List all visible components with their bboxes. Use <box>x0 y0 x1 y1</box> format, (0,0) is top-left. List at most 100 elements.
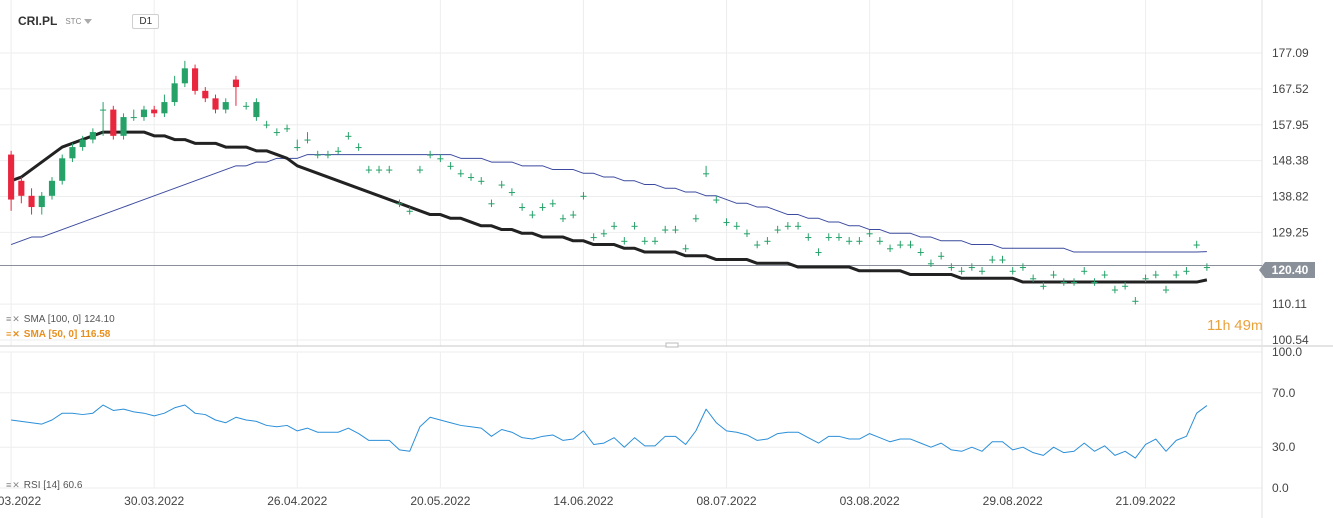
candle-body[interactable] <box>427 154 434 156</box>
candle-body[interactable] <box>192 68 199 91</box>
candle-body[interactable] <box>897 244 904 246</box>
candle-body[interactable] <box>140 109 148 118</box>
candle-body[interactable] <box>927 263 935 265</box>
candle-body[interactable] <box>324 154 332 156</box>
candle-body[interactable] <box>948 267 955 269</box>
candle-body[interactable] <box>917 252 924 254</box>
candle-body[interactable] <box>743 233 751 235</box>
candle-body[interactable] <box>314 154 321 156</box>
candle-body[interactable] <box>1030 278 1037 280</box>
candle-body[interactable] <box>447 165 454 167</box>
candle-body[interactable] <box>876 240 883 242</box>
candle-body[interactable] <box>365 169 372 171</box>
candle-body[interactable] <box>692 218 699 220</box>
candle-body[interactable] <box>406 210 413 212</box>
settings-icon[interactable]: ≡✕ <box>6 329 21 339</box>
candle-body[interactable] <box>958 270 965 272</box>
candle-body[interactable] <box>508 192 515 194</box>
candle-body[interactable] <box>529 214 536 216</box>
candle-body[interactable] <box>110 109 117 136</box>
candle-body[interactable] <box>835 237 843 239</box>
candle-body[interactable] <box>1162 289 1170 291</box>
candle-body[interactable] <box>815 252 822 254</box>
candle-body[interactable] <box>38 195 45 208</box>
candle-body[interactable] <box>713 199 720 201</box>
candle-body[interactable] <box>651 240 659 242</box>
candle-body[interactable] <box>28 195 35 208</box>
candle-body[interactable] <box>375 169 383 171</box>
candle-body[interactable] <box>846 240 853 242</box>
candle-body[interactable] <box>1019 267 1026 269</box>
candle-body[interactable] <box>171 83 178 103</box>
candle-body[interactable] <box>151 109 158 114</box>
candle-body[interactable] <box>222 102 229 110</box>
candle-body[interactable] <box>120 117 127 136</box>
candle-body[interactable] <box>48 180 56 196</box>
candle-body[interactable] <box>559 218 567 220</box>
candle-body[interactable] <box>69 147 76 159</box>
candle-body[interactable] <box>723 222 730 224</box>
settings-icon[interactable]: ≡✕ <box>6 314 21 324</box>
timeframe-button[interactable]: D1 <box>132 13 160 29</box>
candle-body[interactable] <box>621 240 628 242</box>
candle-body[interactable] <box>938 255 945 257</box>
candle-body[interactable] <box>1122 285 1129 287</box>
candle-body[interactable] <box>539 207 546 209</box>
candle-body[interactable] <box>59 158 66 181</box>
candle-body[interactable] <box>754 244 761 246</box>
candle-body[interactable] <box>498 184 505 186</box>
panel-resize-handle[interactable] <box>665 342 679 348</box>
candle-body[interactable] <box>202 90 209 99</box>
candle-body[interactable] <box>1193 244 1200 246</box>
candle-body[interactable] <box>1091 282 1098 284</box>
candle-body[interactable] <box>100 109 107 111</box>
candle-body[interactable] <box>641 240 648 242</box>
legend-rsi[interactable]: ≡✕ RSI [14] 60.6 <box>6 480 82 491</box>
candle-body[interactable] <box>79 139 86 148</box>
candle-body[interactable] <box>989 259 996 261</box>
candle-body[interactable] <box>355 147 362 149</box>
candle-body[interactable] <box>1050 274 1057 276</box>
candle-body[interactable] <box>416 169 423 171</box>
candle-body[interactable] <box>243 105 250 107</box>
candle-body[interactable] <box>672 229 679 231</box>
candle-body[interactable] <box>212 98 219 110</box>
candle-body[interactable] <box>488 203 495 205</box>
candle-body[interactable] <box>89 132 96 140</box>
candle-body[interactable] <box>263 124 270 126</box>
candle-body[interactable] <box>1203 267 1210 269</box>
candle-body[interactable] <box>232 79 240 88</box>
settings-icon[interactable]: ≡✕ <box>6 480 21 490</box>
candle-body[interactable] <box>18 180 25 196</box>
candle-body[interactable] <box>273 132 280 134</box>
candle-body[interactable] <box>999 259 1006 261</box>
legend-sma100[interactable]: ≡✕ SMA [100, 0] 124.10 <box>6 314 115 325</box>
candle-body[interactable] <box>396 203 403 205</box>
candle-body[interactable] <box>1142 278 1149 280</box>
candle-body[interactable] <box>467 177 475 179</box>
candle-body[interactable] <box>478 180 485 182</box>
candle-body[interactable] <box>611 225 618 227</box>
candle-body[interactable] <box>907 244 914 246</box>
candle-body[interactable] <box>181 68 188 84</box>
candle-body[interactable] <box>1060 282 1067 284</box>
candle-body[interactable] <box>1173 274 1180 276</box>
candle-body[interactable] <box>549 203 556 205</box>
candle-body[interactable] <box>733 225 740 227</box>
candle-body[interactable] <box>774 229 781 231</box>
candle-body[interactable] <box>590 237 597 239</box>
candle-body[interactable] <box>283 128 291 130</box>
candle-body[interactable] <box>1070 282 1078 284</box>
candle-body[interactable] <box>795 225 802 227</box>
candle-body[interactable] <box>1101 274 1108 276</box>
candle-body[interactable] <box>386 169 393 171</box>
candle-body[interactable] <box>1132 300 1139 302</box>
candle-body[interactable] <box>1009 270 1016 272</box>
candle-body[interactable] <box>345 135 352 137</box>
candle-body[interactable] <box>253 102 260 118</box>
candle-body[interactable] <box>1040 285 1047 287</box>
candle-body[interactable] <box>8 154 15 200</box>
candle-body[interactable] <box>580 195 587 197</box>
candle-body[interactable] <box>1111 289 1118 291</box>
